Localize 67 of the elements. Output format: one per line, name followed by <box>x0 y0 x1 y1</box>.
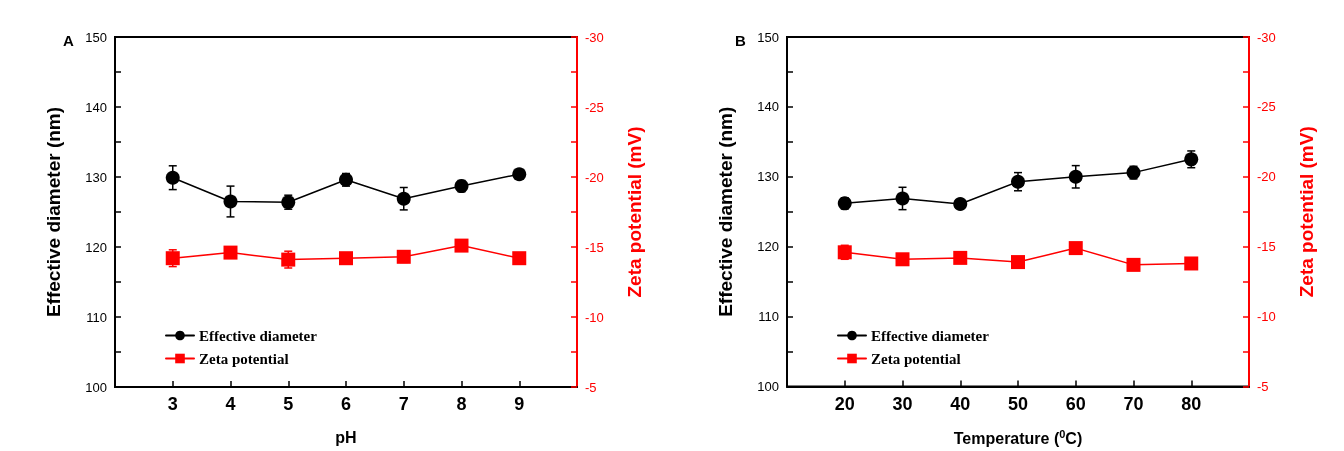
x-tick-label: 60 <box>1065 393 1086 414</box>
legend-label: Effective diameter <box>199 327 318 344</box>
point <box>953 250 968 265</box>
point <box>396 249 411 264</box>
x-tick-label: 3 <box>167 394 178 414</box>
x-tick-label: 8 <box>456 394 467 414</box>
point <box>895 252 910 267</box>
y-tick-label: 150 <box>85 29 107 45</box>
legend-label: Effective diameter <box>871 327 990 344</box>
x-tick-label: 70 <box>1123 393 1144 414</box>
y2-tick-label: -15 <box>1257 239 1276 255</box>
y2-tick-label: -20 <box>1257 169 1276 185</box>
y2-tick-label: -30 <box>585 29 604 45</box>
y2-axis-title: Zeta potential (mV) <box>1296 126 1317 298</box>
y2-tick-label: -20 <box>585 169 604 185</box>
y-tick-label: 130 <box>757 169 779 185</box>
x-tick-label: 4 <box>225 394 236 414</box>
x-tick-label: 50 <box>1007 393 1029 414</box>
point <box>1011 255 1025 270</box>
y-tick-label: 120 <box>757 239 779 255</box>
y2-tick-label: -30 <box>1257 29 1276 45</box>
x-tick-label: 7 <box>398 394 409 414</box>
x-tick-label: 6 <box>340 394 352 414</box>
point <box>223 245 238 260</box>
point <box>1068 169 1083 184</box>
y2-tick-label: -5 <box>1257 379 1269 394</box>
x-tick-label: 5 <box>283 394 294 414</box>
chart-title: B <box>735 32 746 49</box>
legend-label: Zeta potential <box>871 350 961 367</box>
y2-tick-label: -15 <box>585 239 604 255</box>
point <box>1068 241 1083 256</box>
x-tick-label: 40 <box>950 393 971 414</box>
y-axis-title: Effective diameter (nm) <box>43 106 64 318</box>
point <box>512 167 527 182</box>
point <box>953 197 968 212</box>
y-tick-label: 130 <box>85 169 107 185</box>
y2-tick-label: -10 <box>1257 309 1276 325</box>
point <box>512 251 527 266</box>
y-tick-label: 120 <box>85 239 107 255</box>
y-tick-label: 140 <box>85 99 107 115</box>
y-tick-label: 100 <box>85 379 107 395</box>
y-tick-label: 100 <box>757 379 779 394</box>
x-axis-title: pH <box>335 428 357 446</box>
point <box>396 191 411 206</box>
y2-tick-label: -5 <box>585 379 597 395</box>
x-tick-label: 20 <box>834 393 855 414</box>
x-tick-label: 30 <box>892 393 913 414</box>
point <box>223 194 238 209</box>
point <box>1126 257 1141 272</box>
y2-tick-label: -25 <box>1257 99 1276 115</box>
x-tick-label: 9 <box>514 394 525 414</box>
y-tick-label: 110 <box>86 309 107 325</box>
y-axis-title: Effective diameter (nm) <box>715 106 736 317</box>
point <box>339 251 353 266</box>
y2-tick-label: -10 <box>585 309 604 325</box>
legend-label: Zeta potential <box>199 350 289 367</box>
y-tick-label: 150 <box>757 29 779 45</box>
point <box>895 191 910 206</box>
point <box>1184 256 1199 271</box>
point <box>454 238 469 253</box>
chart-title: A <box>63 32 74 49</box>
point <box>165 170 180 185</box>
y-tick-label: 140 <box>757 99 779 115</box>
x-tick-label: 80 <box>1181 393 1202 414</box>
y-tick-label: 110 <box>758 309 779 325</box>
y2-axis-title: Zeta potential (mV) <box>624 126 645 298</box>
y2-tick-label: -25 <box>585 99 604 115</box>
